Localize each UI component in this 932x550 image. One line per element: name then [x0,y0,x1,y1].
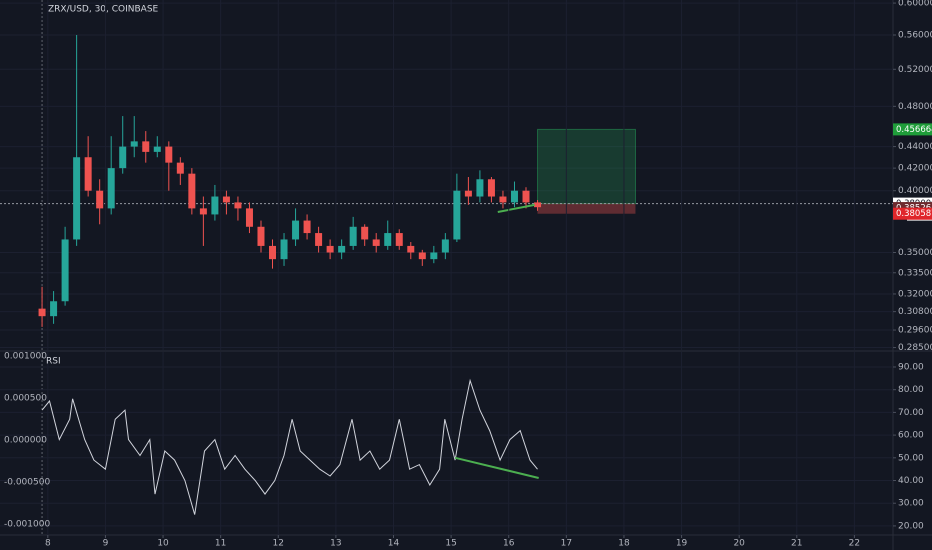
candle-body [303,220,311,234]
candle-body [534,202,542,208]
y2-tick-label: -0.001000 [4,520,50,530]
x-tick-label: 22 [849,539,860,549]
candle-body [395,233,403,246]
y2-tick-label: 0.001000 [4,352,47,362]
candle-body [453,190,461,240]
candle-body [222,196,230,203]
candle-body [510,190,518,203]
y-tick-label: 0.520000 [898,65,932,75]
candle-body [418,252,426,260]
y-tick-label: 0.420000 [898,164,932,174]
y2-tick-label: 0.000500 [4,394,47,404]
x-tick-label: 18 [618,539,630,549]
y-tick-label: 0.296000 [898,326,932,336]
y-tick-label: 60.00 [898,431,924,441]
candle-body [176,162,184,174]
candle-body [257,226,265,246]
price-label: 0.380587 [896,209,932,219]
price-label: 0.456664 [896,125,932,135]
x-tick-label: 21 [791,539,802,549]
candle-body [292,220,300,240]
y-tick-label: 0.600000 [898,0,932,9]
candle-body [499,196,507,203]
y-tick-label: 70.00 [898,408,924,418]
x-tick-label: 19 [676,539,688,549]
candle-body [441,239,449,253]
x-tick-label: 16 [503,539,515,549]
candle-body [130,141,138,147]
candle-body [153,146,161,152]
x-tick-label: 14 [388,539,400,549]
y-tick-label: 0.350000 [898,248,932,258]
y-tick-label: 50.00 [898,453,924,463]
y-tick-label: 40.00 [898,476,924,486]
candle-body [315,233,323,246]
chart-title: ZRX/USD, 30, COINBASE [48,5,159,15]
x-tick-label: 10 [157,539,169,549]
y-tick-label: 0.560000 [898,31,932,41]
y-tick-label: 0.308000 [898,307,932,317]
candle-body [464,190,472,197]
candle-body [349,226,357,246]
x-tick-label: 13 [330,539,341,549]
position-target-zone [537,128,636,205]
y2-tick-label: -0.000500 [4,478,50,488]
y-tick-label: 30.00 [898,499,924,509]
x-tick-label: 9 [103,539,109,549]
candle-body [234,202,242,209]
x-tick-label: 8 [45,539,51,549]
candle-body [199,208,207,215]
y-tick-label: 90.00 [898,362,924,372]
candle-body [326,245,334,253]
trendline [497,203,535,213]
candle-body [245,208,253,227]
x-tick-label: 17 [561,539,572,549]
y-tick-label: 80.00 [898,385,924,395]
y-tick-label: 0.440000 [898,142,932,152]
x-tick-label: 11 [215,539,226,549]
candle-body [372,239,380,246]
candle-body [269,245,277,260]
candle-body [165,146,173,163]
candle-body [280,239,288,260]
candle-body [107,168,115,209]
candle-body [476,179,484,197]
rsi-line [41,378,538,515]
y-tick-label: 0.335000 [898,268,932,278]
candle-body [50,301,58,317]
indicator-legend: RSI [46,357,61,367]
candle-body [522,190,530,203]
trendline [454,456,539,479]
candle-body [211,196,219,215]
candle-body [142,141,150,152]
candle-body [384,233,392,246]
y-tick-label: 20.00 [898,521,924,531]
candle-body [487,179,495,197]
candle-body [430,252,438,260]
candle-body [84,157,92,191]
candle-body [188,173,196,209]
y-tick-label: 0.320000 [898,289,932,299]
y-tick-label: 0.400000 [898,186,932,196]
candle-body [407,245,415,253]
candle-body [119,146,127,169]
candle-body [73,157,81,240]
x-tick-label: 12 [273,539,284,549]
y2-tick-label: 0.000000 [4,436,47,446]
x-tick-label: 20 [733,539,745,549]
candle-body [61,239,69,302]
candle-body [38,308,46,317]
candle-body [96,190,104,209]
x-tick-label: 15 [445,539,456,549]
y-tick-label: 0.480000 [898,102,932,112]
price-label-box [893,123,932,136]
candle-body [361,226,369,240]
candle-body [338,245,346,253]
price-label-box [893,207,932,220]
position-stop-zone [537,203,636,214]
y-tick-label: 0.285000 [898,343,932,353]
